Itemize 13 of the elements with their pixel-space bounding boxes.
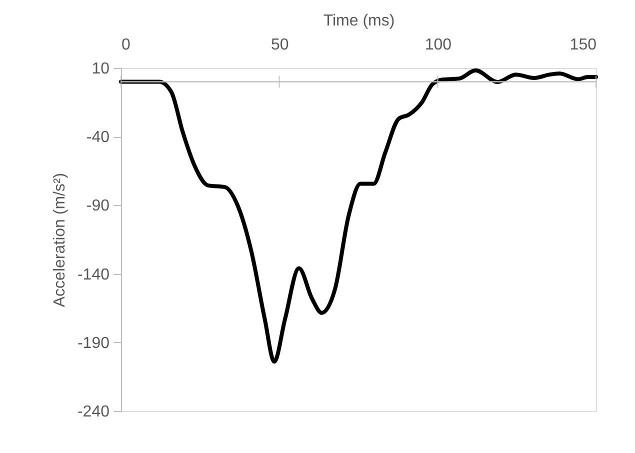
- y-axis-title: Acceleration (m/s²): [51, 172, 68, 308]
- line-series: [119, 68, 598, 364]
- y-tick-label: -40: [86, 129, 110, 146]
- x-tick-label: 100: [424, 36, 452, 54]
- y-tick-label: -190: [77, 334, 110, 352]
- y-tick-label: -240: [77, 404, 110, 420]
- x-tick-label: 150: [570, 36, 597, 54]
- x-tick-label: 0: [122, 36, 130, 54]
- y-tick-label: -90: [86, 198, 110, 215]
- y-tick-label: 10: [92, 60, 110, 78]
- x-axis-title: Time (ms): [323, 12, 395, 30]
- x-tick-label: 50: [270, 36, 289, 54]
- y-tick-label: -140: [77, 266, 110, 284]
